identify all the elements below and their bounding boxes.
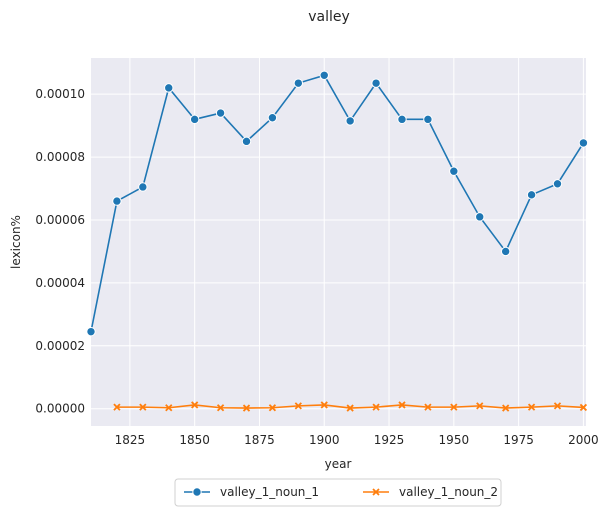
data-point [138,182,148,192]
data-point [345,116,355,126]
legend-label: valley_1_noun_2 [399,485,498,499]
data-point [86,326,96,337]
chart-title: valley [308,9,350,25]
legend-entry: valley_1_noun_2 [363,485,498,499]
y-tick-label: 0.00004 [35,276,85,290]
data-point [216,404,225,412]
data-point [424,403,432,411]
x-tick-label: 1900 [309,433,340,447]
data-point [476,402,484,410]
data-point [112,196,122,206]
legend-marker [192,487,202,497]
data-point [320,401,328,409]
data-point [450,403,458,411]
y-tick-label: 0.00006 [35,213,85,227]
data-point [423,114,433,125]
data-point [319,70,329,80]
data-point [526,190,537,200]
series-line [90,74,585,332]
x-tick-label: 1825 [115,433,146,447]
y-tick-label: 0.00000 [35,402,85,416]
y-axis-label: lexicon% [9,215,23,269]
plot-area [91,58,586,426]
x-tick-label: 1975 [503,433,534,447]
data-point [293,78,304,88]
legend-marker [372,488,380,496]
legend-entry: valley_1_noun_1 [184,485,319,499]
data-point [579,403,588,412]
data-point [372,403,380,411]
data-point [346,404,354,412]
data-point [139,403,147,411]
data-point [449,166,459,176]
data-point [553,402,562,410]
data-point [241,136,252,147]
series-valley_1_noun_2 [113,401,588,412]
data-point [502,404,510,412]
data-point [475,212,485,222]
data-point [267,113,278,123]
data-point [552,179,563,189]
legend-box [174,478,502,507]
series-valley_1_noun_1 [86,70,589,337]
data-point [527,403,536,411]
data-point [268,404,277,412]
y-tick-label: 0.00008 [35,150,85,164]
data-point [215,108,226,118]
x-tick-label: 1850 [179,433,210,447]
x-tick-label: 1875 [244,433,275,447]
series-layer [86,70,589,412]
x-axis-label: year [325,457,352,471]
y-axis-ticks: 0.00000 0.00002 0.00004 0.00006 0.00008 0.000… [35,87,85,416]
data-point [294,402,302,410]
legend: valley_1_noun_1 valley_1_noun_2 [174,478,502,507]
x-axis-ticks: 1825 1850 1875 1900 1925 1950 1975 2000 [115,433,599,447]
data-point [113,403,121,411]
x-tick-label: 1925 [374,433,405,447]
x-tick-label: 2000 [568,433,599,447]
data-point [371,78,381,88]
data-point [578,138,589,148]
x-tick-label: 1950 [439,433,470,447]
data-point [500,246,511,257]
data-point [398,401,406,409]
data-point [164,83,174,93]
data-point [165,404,173,412]
data-point [191,401,199,409]
legend-label: valley_1_noun_1 [220,485,319,499]
data-point [397,114,407,125]
y-tick-label: 0.00002 [35,339,85,353]
data-point [242,404,251,412]
grid [91,58,586,426]
data-point [189,114,200,125]
y-tick-label: 0.00010 [35,87,85,101]
